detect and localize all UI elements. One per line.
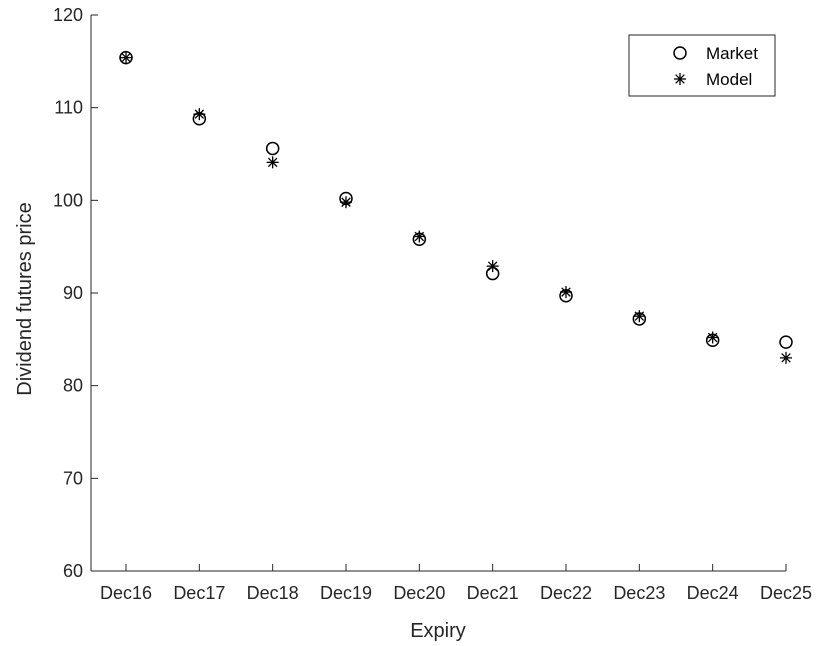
legend-label-market: Market [706, 44, 758, 63]
y-axis-ticks: 60 70 80 90 100 110 120 [53, 5, 98, 581]
x-axis-ticks: Dec16 Dec17 Dec18 Dec19 Dec20 Dec21 Dec22 Dec23… [100, 564, 812, 603]
legend-circle-marker [673, 46, 687, 60]
model-point [706, 331, 719, 344]
y-tick-label: 110 [54, 98, 83, 118]
x-tick-label: Dec23 [613, 583, 665, 603]
legend-label-model: Model [706, 70, 752, 89]
model-point [633, 310, 646, 323]
x-tick-label: Dec22 [540, 583, 592, 603]
y-tick-label: 120 [53, 5, 83, 25]
y-tick-label: 70 [63, 468, 83, 488]
model-point [266, 156, 279, 169]
x-tick-label: Dec20 [393, 583, 445, 603]
market-point [265, 141, 280, 156]
x-tick-label: Dec25 [760, 583, 812, 603]
x-tick-label: Dec21 [467, 583, 519, 603]
y-axis-title: Dividend futures price [14, 202, 36, 395]
x-tick-label: Dec19 [320, 583, 372, 603]
x-tick-label: Dec16 [100, 583, 152, 603]
x-tick-label: Dec17 [173, 583, 225, 603]
y-tick-label: 100 [53, 190, 83, 210]
data-series [119, 50, 793, 364]
y-tick-label: 90 [63, 283, 83, 303]
market-point [779, 335, 793, 349]
x-tick-label: Dec18 [247, 583, 299, 603]
legend-asterisk-marker [674, 73, 686, 85]
model-point [340, 196, 352, 209]
model-point [560, 286, 572, 299]
model-point [486, 260, 499, 273]
x-tick-label: Dec24 [687, 583, 739, 603]
model-point [413, 230, 426, 243]
model-point [120, 51, 132, 64]
model-point [780, 351, 792, 364]
legend: Market Model [628, 34, 776, 97]
series-model [120, 51, 792, 364]
legend-box [628, 34, 776, 97]
y-tick-label: 60 [63, 561, 83, 581]
legend-marker-market [673, 46, 687, 60]
x-axis-title: Expiry [410, 620, 466, 642]
y-tick-label: 80 [63, 376, 83, 396]
model-point [193, 108, 206, 121]
legend-marker-model [674, 73, 686, 85]
